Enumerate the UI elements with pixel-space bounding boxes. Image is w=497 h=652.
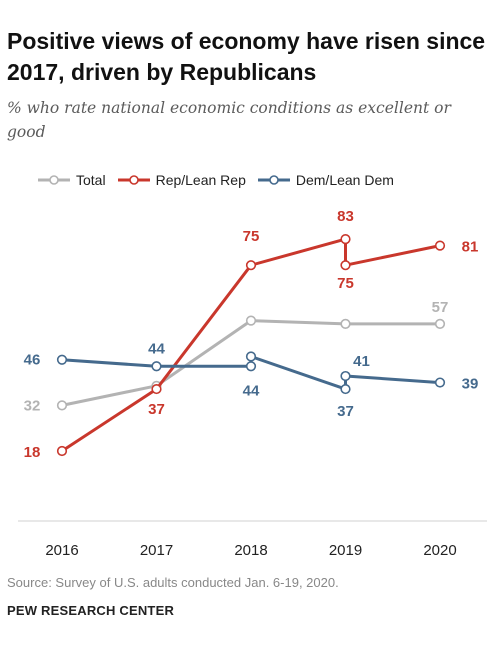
data-label-rep-5: 81 (462, 239, 479, 256)
point-rep-5 (434, 240, 446, 251)
point-total-0 (56, 400, 68, 411)
x-tick-label-2016: 2016 (45, 542, 78, 559)
chart-subtitle: % who rate national economic conditions … (7, 99, 451, 141)
data-label-total-1: 57 (432, 299, 449, 316)
legend-marker-total (38, 175, 70, 185)
legend: Total Rep/Lean Rep Dem/Lean Dem (36, 170, 404, 190)
data-label-dem-2: 44 (243, 382, 260, 399)
legend-item-total: Total (36, 172, 106, 188)
data-label-total-0: 32 (24, 397, 41, 414)
data-label-dem-5: 39 (462, 376, 479, 393)
legend-item-rep: Rep/Lean Rep (116, 172, 246, 188)
point-total-3 (340, 318, 351, 329)
x-tick-label-2019: 2019 (329, 542, 362, 559)
chart-title: Positive views of economy have risen sin… (7, 28, 486, 85)
data-label-dem-0: 46 (24, 352, 41, 369)
x-tick-label-2017: 2017 (140, 542, 173, 559)
legend-label-rep: Rep/Lean Rep (155, 172, 246, 188)
source-note: Source: Survey of U.S. adults conducted … (7, 575, 339, 590)
point-dem-6 (434, 377, 446, 388)
legend-marker-dem (257, 175, 290, 185)
data-label-rep-4: 75 (337, 275, 354, 292)
point-total-2 (245, 315, 257, 326)
data-label-dem-3: 37 (337, 403, 354, 420)
data-label-rep-0: 18 (24, 444, 41, 461)
data-label-dem-1: 44 (148, 340, 165, 357)
data-label-rep-1: 37 (148, 401, 165, 418)
point-dem-2 (245, 361, 257, 372)
point-dem-0 (56, 354, 68, 365)
point-dem-3 (245, 351, 257, 362)
legend-label-total: Total (76, 172, 106, 188)
x-tick-label-2020: 2020 (423, 542, 456, 559)
data-label-rep-2: 75 (243, 228, 260, 245)
legend-marker-rep (117, 175, 150, 185)
point-rep-2 (245, 260, 257, 271)
point-rep-1 (151, 383, 162, 395)
legend-label-dem: Dem/Lean Dem (295, 172, 394, 188)
point-dem-1 (151, 361, 162, 372)
point-rep-0 (56, 445, 68, 457)
line-chart: 2016 2017 2018 2019 2020 32 57 18 37 75 83 75 81 46 44… (18, 208, 487, 559)
point-dem-4 (340, 383, 351, 395)
point-dem-5 (340, 370, 351, 382)
legend-item-dem: Dem/Lean Dem (256, 172, 394, 188)
data-label-rep-3: 83 (337, 208, 354, 225)
organization-name: PEW RESEARCH CENTER (7, 603, 175, 618)
point-rep-3 (340, 234, 351, 245)
point-rep-4 (340, 260, 351, 271)
x-tick-label-2018: 2018 (234, 542, 267, 559)
series-line-rep (61, 237, 441, 453)
data-label-dem-4: 41 (353, 353, 370, 370)
point-total-4 (434, 318, 446, 329)
